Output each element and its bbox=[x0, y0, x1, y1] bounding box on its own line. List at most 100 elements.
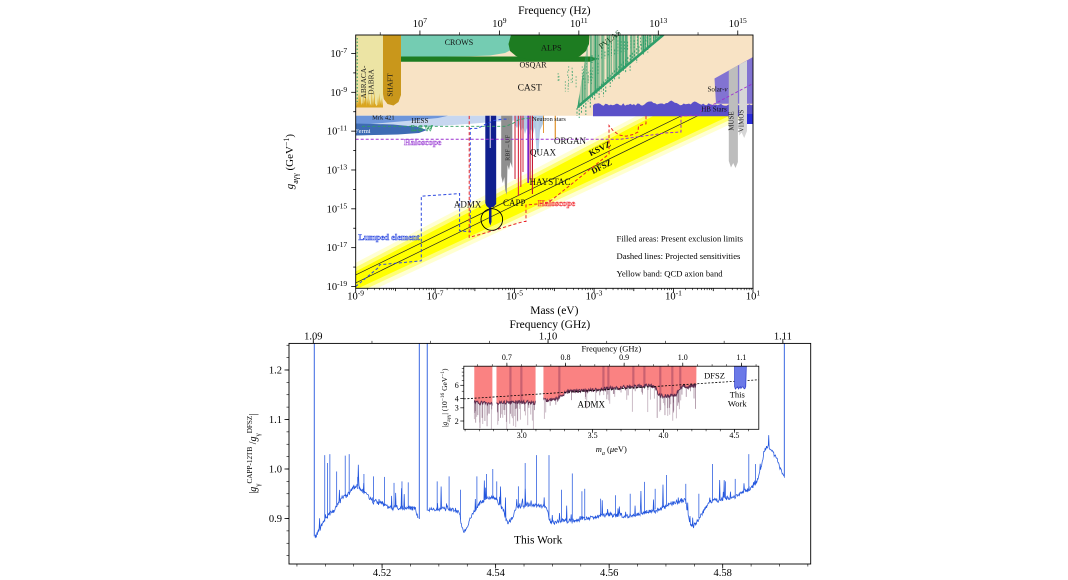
region-hb-stars bbox=[593, 100, 753, 117]
by-tick-label: 0.9 bbox=[269, 514, 282, 525]
btop-tick-label: 1.09 bbox=[304, 332, 322, 343]
legend-line-1: Dashed lines: Projected sensitivities bbox=[616, 251, 741, 261]
bottom-top-xlabel: Frequency (GHz) bbox=[509, 319, 590, 331]
label-hess: HESS bbox=[411, 117, 428, 125]
region-crows bbox=[400, 35, 512, 57]
this-work-region bbox=[734, 366, 747, 390]
by-tick-label: 1.0 bbox=[269, 464, 282, 475]
label-quax: QUAX bbox=[530, 147, 556, 157]
tick-label: 10-15 bbox=[327, 201, 348, 216]
ix-tick-label: 3.0 bbox=[517, 431, 527, 440]
label-haloscope-red: Haloscope bbox=[538, 198, 576, 208]
label-solar-nu: Solar-ν bbox=[707, 86, 728, 94]
region-pvlas-edge bbox=[577, 35, 665, 110]
tick-label: 10-5 bbox=[506, 288, 523, 303]
tick-label: 10-19 bbox=[327, 278, 348, 293]
legend-line-0: Filled areas: Present exclusion limits bbox=[616, 234, 743, 244]
label-inset-admx: ADMX bbox=[577, 399, 605, 409]
inset-top-xlabel: Frequency (GHz) bbox=[581, 344, 641, 354]
legend-line-2: Yellow band: QCD axion band bbox=[616, 269, 723, 279]
itop-tick-label: 0.8 bbox=[561, 353, 571, 362]
label-fermi: Fermi bbox=[355, 128, 371, 135]
admx-exclusion-fill bbox=[474, 366, 697, 406]
admx-highlight-circle bbox=[480, 208, 504, 231]
label-haystac: HAYSTAC bbox=[530, 177, 571, 187]
label-admx: ADMX bbox=[454, 199, 482, 209]
contour-lumped-element-projection bbox=[355, 118, 510, 287]
bottom-clip-group bbox=[313, 343, 785, 539]
by-tick-label: 1.1 bbox=[269, 415, 282, 426]
region-hb-stars-block bbox=[747, 114, 753, 124]
tick-label: 10-11 bbox=[327, 123, 348, 138]
region-abracadabra-spectrum bbox=[355, 85, 383, 108]
tick-label: 10-3 bbox=[586, 288, 603, 303]
iy-tick-label: 6 bbox=[455, 381, 459, 390]
tick-label: 1013 bbox=[649, 16, 667, 31]
label-organ: ORGAN bbox=[554, 136, 587, 146]
region-mrk421 bbox=[355, 115, 448, 126]
by-tick-label: 1.2 bbox=[269, 365, 282, 376]
tick-label: 101 bbox=[746, 288, 761, 303]
admx-gap bbox=[535, 366, 544, 430]
itop-tick-label: 0.9 bbox=[619, 353, 629, 362]
itop-tick-label: 1.1 bbox=[736, 353, 746, 362]
bottom-panel-border bbox=[288, 342, 812, 565]
itop-tick-label: 1.0 bbox=[678, 353, 688, 362]
label-osqar: OSQAR bbox=[519, 61, 547, 70]
admx-dark-stripe bbox=[659, 366, 662, 396]
admx-dark-stripe bbox=[632, 366, 635, 387]
label-neutron-stars: Neutron stars bbox=[532, 116, 566, 123]
main-ylabel: gaγγ (GeV−1) bbox=[282, 134, 300, 190]
inset-clip-group bbox=[463, 366, 759, 430]
admx-dark-stripe bbox=[679, 366, 682, 388]
region-muse bbox=[728, 65, 738, 168]
main-clip-group bbox=[355, 35, 753, 289]
main-xlabel: Mass (eV) bbox=[530, 305, 578, 317]
admx-slit bbox=[489, 115, 491, 148]
region-rbf-uf bbox=[501, 115, 513, 195]
line-dfsz bbox=[355, 88, 753, 284]
admx-gap bbox=[492, 366, 497, 430]
contour-lsw-projection bbox=[362, 117, 533, 127]
iy-tick-label: 4 bbox=[455, 394, 459, 403]
label-inset-dfsz: DFSZ bbox=[704, 370, 725, 380]
region-vimos bbox=[739, 60, 747, 138]
admx-dark-stripe bbox=[607, 366, 610, 389]
tick-label: 10-7 bbox=[427, 288, 444, 303]
label-hb-stars: HB Stars bbox=[701, 105, 727, 113]
label-inset-this-work: This Work bbox=[728, 390, 747, 409]
admx-dark-stripe bbox=[643, 366, 646, 386]
inset-xlabel: ma (μeV) bbox=[596, 444, 627, 457]
bx-tick-label: 4.56 bbox=[600, 568, 618, 579]
capp-ratio-trace bbox=[314, 464, 419, 539]
label-abracadabra: ABRACA-DABRA bbox=[359, 65, 376, 98]
bx-tick-label: 4.54 bbox=[486, 568, 505, 579]
region-admx bbox=[485, 115, 497, 226]
ix-tick-label: 4.0 bbox=[659, 431, 669, 440]
label-rbf-uf: RBF – UF bbox=[504, 135, 511, 161]
tick-label: 1015 bbox=[729, 16, 747, 31]
label-capp: CAPP bbox=[503, 198, 526, 208]
label-lumped-element: Lumped element bbox=[358, 232, 419, 242]
iy-tick-label: 3 bbox=[455, 404, 459, 413]
region-abracadabra bbox=[355, 35, 383, 106]
label-shaft: SHAFT bbox=[385, 73, 394, 97]
admx-dark-stripe bbox=[602, 366, 605, 390]
btop-tick-label: 1.11 bbox=[774, 332, 792, 343]
inset-ylabel: |gaγγ| (10−16 GeV−1) bbox=[440, 368, 452, 427]
label-cast: CAST bbox=[518, 84, 542, 94]
ix-tick-label: 3.5 bbox=[588, 431, 598, 440]
label-haloscope-purple: Haloscope bbox=[404, 137, 442, 147]
inset-dfsz-line bbox=[463, 379, 759, 400]
tick-label: 107 bbox=[413, 16, 428, 31]
region-alps bbox=[508, 35, 590, 61]
label-mrk421: Mrk 421 bbox=[372, 114, 395, 121]
label-crows: CROWS bbox=[445, 38, 473, 47]
contour-haloscope-projection-red bbox=[468, 115, 647, 238]
admx-dark-stripe bbox=[558, 366, 561, 398]
